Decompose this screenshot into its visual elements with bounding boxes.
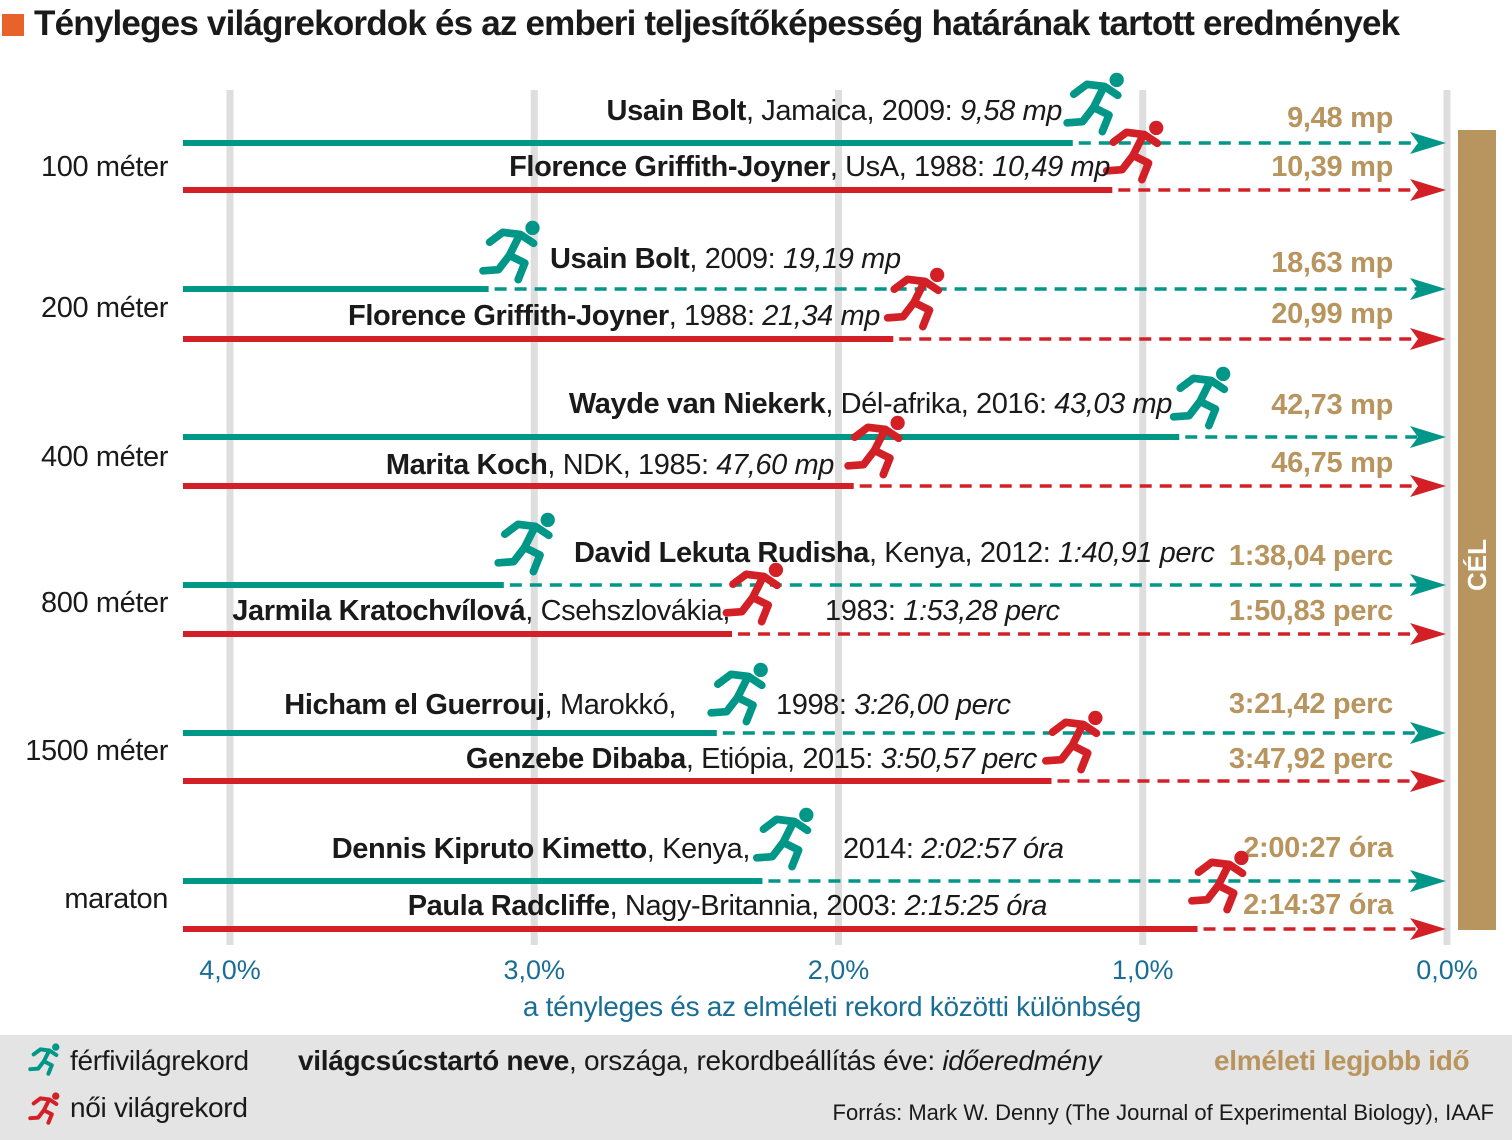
x-tick-label: 4,0% [199, 955, 261, 985]
men-record-label: David Lekuta Rudisha, Kenya, 2012: 1:40,… [574, 537, 1215, 569]
category-label: 1500 méter [25, 735, 168, 767]
category-label: 200 méter [41, 292, 169, 324]
title-marker [2, 14, 24, 36]
records-chart: CÉL 100 méter Usain Bolt, Jamaica, 2009: 9… [25, 0, 1496, 1022]
category-label: 100 méter [41, 151, 169, 183]
arrow-head-icon [1410, 132, 1446, 154]
men-record-label: Usain Bolt, Jamaica, 2009: 9,58 mp [607, 95, 1063, 127]
men-record-time: 1998: 3:26,00 perc [776, 689, 1012, 721]
men-theory-value: 3:21,42 perc [1229, 688, 1393, 720]
arrow-head-icon [1410, 870, 1446, 892]
men-theory-value: 42,73 mp [1271, 389, 1393, 421]
arrow-head-icon [1410, 722, 1446, 744]
x-axis-label: a tényleges és az elméleti rekord között… [523, 991, 1141, 1022]
men-theory-value: 9,48 mp [1287, 102, 1393, 134]
runner-icon [726, 563, 783, 622]
men-record-time: 2014: 2:02:57 óra [843, 833, 1064, 865]
runner-icon [757, 808, 814, 867]
legend-format-rest: , országa, rekordbeállítás éve: [569, 1045, 943, 1076]
arrow-head-icon [1410, 623, 1446, 645]
women-theory-value: 10,39 mp [1271, 151, 1393, 183]
women-record-label: Florence Griffith-Joyner, 1988: 21,34 mp [348, 300, 880, 332]
runner-icon [1046, 711, 1103, 770]
legend-format-time: időeredmény [942, 1045, 1101, 1076]
goal-label: CÉL [1462, 539, 1492, 591]
runner-icon [711, 663, 768, 722]
legend-women-label: női világrekord [70, 1092, 248, 1123]
men-theory-value: 2:00:27 óra [1243, 832, 1394, 864]
category-label: maraton [64, 883, 168, 915]
x-tick-label: 0,0% [1416, 955, 1478, 985]
women-record-label: Genzebe Dibaba, Etiópia, 2015: 3:50,57 p… [466, 743, 1038, 775]
goal-bar [1458, 130, 1496, 930]
x-tick-label: 3,0% [503, 955, 565, 985]
category-label: 800 méter [41, 587, 169, 619]
runner-icon [888, 268, 945, 327]
legend-men-label: férfivilágrekord [70, 1045, 249, 1076]
men-theory-value: 18,63 mp [1271, 247, 1393, 279]
women-theory-value: 46,75 mp [1271, 447, 1393, 479]
legend-format: világcsúcstartó neve, országa, rekordbeá… [298, 1045, 1101, 1077]
runner-icon [1107, 121, 1164, 180]
category-label: 400 méter [41, 441, 169, 473]
men-record-label: Usain Bolt, 2009: 19,19 mp [550, 243, 901, 275]
women-record-time: 1983: 1:53,28 perc [825, 595, 1061, 627]
women-theory-value: 1:50,83 perc [1229, 595, 1393, 627]
arrow-head-icon [1410, 475, 1446, 497]
legend-format-name: világcsúcstartó neve [298, 1045, 570, 1076]
arrow-head-icon [1410, 574, 1446, 596]
runner-icon [498, 513, 555, 572]
men-record-label: Wayde van Niekerk, Dél-afrika, 2016: 43,… [569, 388, 1172, 420]
arrow-head-icon [1410, 918, 1446, 940]
men-theory-value: 1:38,04 perc [1229, 540, 1393, 572]
women-record-label: Paula Radcliffe, Nagy-Britannia, 2003: 2… [408, 890, 1048, 922]
women-record-label: Marita Koch, NDK, 1985: 47,60 mp [386, 449, 834, 481]
runner-icon [28, 1091, 62, 1125]
x-tick-label: 1,0% [1112, 955, 1174, 985]
page-title: Tényleges világrekordok és az emberi tel… [34, 4, 1400, 43]
men-record-label: Hicham el Guerrouj, Marokkó, [284, 689, 676, 721]
women-record-label: Jarmila Kratochvílová, Csehszlovákia, [232, 595, 730, 627]
women-theory-value: 3:47,92 perc [1229, 743, 1393, 775]
runner-icon [848, 416, 905, 475]
arrow-head-icon [1410, 179, 1446, 201]
source-note: Forrás: Mark W. Denny (The Journal of Ex… [832, 1100, 1494, 1125]
runner-icon [1174, 367, 1231, 426]
women-theory-value: 20,99 mp [1271, 298, 1393, 330]
runner-icon [28, 1042, 62, 1076]
legend-footer: férfivilágrekord női világrekord világcs… [0, 1035, 1512, 1140]
arrow-head-icon [1410, 278, 1446, 300]
runner-icon [1067, 73, 1124, 132]
x-tick-label: 2,0% [808, 955, 870, 985]
women-record-label: Florence Griffith-Joyner, UsA, 1988: 10,… [509, 151, 1110, 183]
legend-theory-label: elméleti legjobb idő [1214, 1045, 1470, 1076]
men-record-label: Dennis Kipruto Kimetto, Kenya, [332, 833, 750, 865]
arrow-head-icon [1410, 770, 1446, 792]
women-theory-value: 2:14:37 óra [1243, 889, 1394, 921]
arrow-head-icon [1410, 328, 1446, 350]
arrow-head-icon [1410, 426, 1446, 448]
